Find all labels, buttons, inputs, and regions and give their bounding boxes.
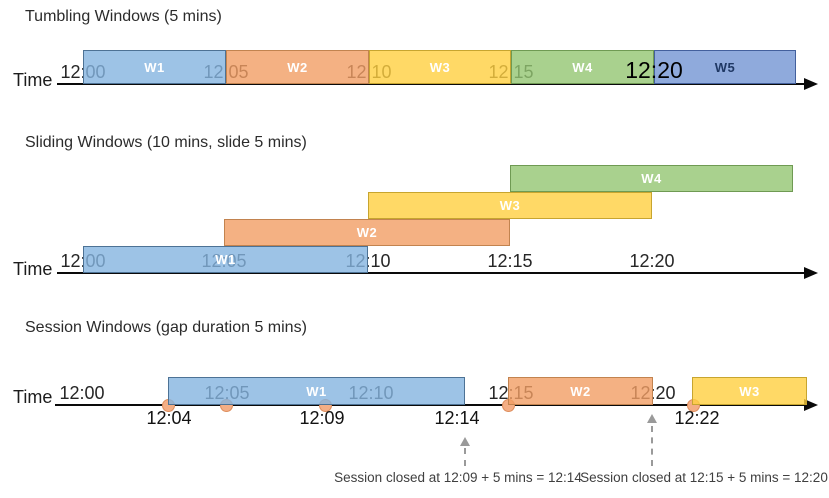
tumbling-window-w4: W4 [511, 50, 654, 84]
sliding-time-axis-label: Time [13, 259, 53, 279]
sliding-tick-12-20: 12:20 [629, 251, 675, 271]
tumbling-window-w3: W3 [369, 50, 511, 84]
session-close-arrow-dashed-line [464, 448, 466, 466]
sliding-window-w3: W3 [368, 192, 652, 219]
sliding-window-w1: W1 [83, 246, 368, 273]
event-time-label-12-09: 12:09 [299, 408, 345, 428]
tumbling-window-w1: W1 [83, 50, 226, 84]
tumbling-timeline [57, 83, 806, 85]
session-close-arrow-up-icon [647, 414, 657, 423]
session-title: Session Windows (gap duration 5 mins) [25, 319, 307, 336]
session-window-w1: W1 [168, 377, 465, 405]
session-close-arrow-dashed-line [651, 426, 653, 466]
session-close-arrow-up-icon [460, 437, 470, 446]
tumbling-time-axis-label: Time [13, 70, 53, 90]
sliding-window-w2: W2 [224, 219, 510, 246]
event-time-label-12-14: 12:14 [434, 408, 480, 428]
tumbling-window-w5: W5 [654, 50, 796, 84]
tumbling-tick-12-20: 12:20 [625, 57, 683, 83]
event-time-label-12-04: 12:04 [146, 408, 192, 428]
tumbling-title: Tumbling Windows (5 mins) [25, 8, 222, 25]
sliding-timeline-arrowhead-icon [804, 267, 818, 279]
session-window-w2: W2 [508, 377, 653, 405]
session-window-w3: W3 [692, 377, 807, 405]
sliding-window-w4: W4 [510, 165, 793, 192]
event-time-label-12-22: 12:22 [674, 408, 720, 428]
sliding-tick-12-15: 12:15 [487, 251, 533, 271]
session-timeline-arrowhead-icon [804, 399, 818, 411]
session-tick-12-00: 12:00 [59, 383, 105, 403]
tumbling-window-w2: W2 [226, 50, 369, 84]
tumbling-timeline-arrowhead-icon [804, 78, 818, 90]
sliding-timeline [57, 272, 806, 274]
session-timeline [55, 404, 806, 406]
session-close-annotation-2: Session closed at 12:15 + 5 mins = 12:20 [580, 470, 828, 485]
session-close-annotation-1: Session closed at 12:09 + 5 mins = 12:14 [334, 470, 582, 485]
session-time-axis-label: Time [13, 387, 53, 407]
sliding-title: Sliding Windows (10 mins, slide 5 mins) [25, 134, 307, 151]
